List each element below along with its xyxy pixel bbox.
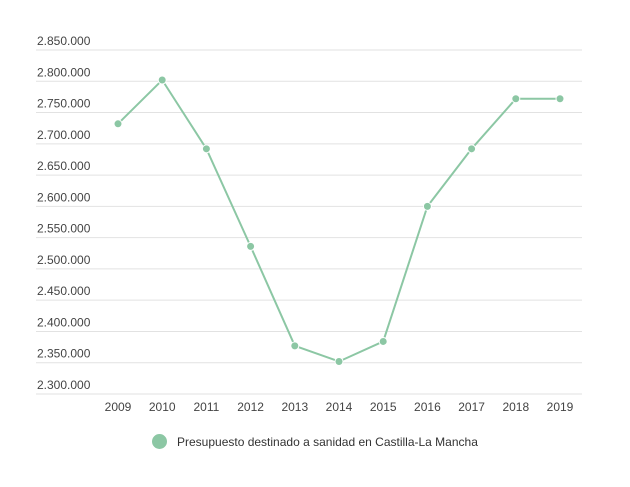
data-point — [246, 241, 256, 251]
x-tick-label: 2011 — [193, 400, 219, 414]
x-tick-label: 2009 — [105, 400, 132, 414]
y-tick-label: 2.500.000 — [37, 253, 91, 267]
x-tick-label: 2016 — [414, 400, 441, 414]
x-tick-label: 2019 — [547, 400, 574, 414]
y-tick-label: 2.700.000 — [37, 128, 91, 142]
data-point — [511, 94, 521, 104]
y-tick-label: 2.400.000 — [37, 315, 91, 329]
data-point — [290, 341, 300, 351]
legend: Presupuesto destinado a sanidad en Casti… — [152, 434, 478, 449]
data-point — [334, 356, 344, 366]
x-tick-label: 2010 — [149, 400, 176, 414]
y-tick-label: 2.600.000 — [37, 190, 91, 204]
data-point — [378, 336, 388, 346]
data-point — [422, 201, 432, 211]
data-point — [201, 144, 211, 154]
y-tick-label: 2.750.000 — [37, 97, 91, 111]
x-tick-label: 2013 — [281, 400, 308, 414]
data-point — [467, 144, 477, 154]
x-tick-label: 2017 — [458, 400, 485, 414]
data-point — [555, 94, 565, 104]
legend-marker-icon — [152, 434, 167, 449]
data-point — [157, 75, 167, 85]
y-tick-label: 2.550.000 — [37, 222, 91, 236]
y-tick-label: 2.350.000 — [37, 347, 91, 361]
x-tick-label: 2012 — [237, 400, 264, 414]
y-tick-label: 2.800.000 — [37, 65, 91, 79]
data-point — [113, 119, 123, 129]
y-tick-label: 2.650.000 — [37, 159, 91, 173]
x-tick-label: 2018 — [502, 400, 529, 414]
series-line — [117, 78, 560, 363]
legend-label: Presupuesto destinado a sanidad en Casti… — [177, 434, 478, 449]
x-tick-label: 2015 — [370, 400, 397, 414]
x-tick-label: 2014 — [326, 400, 353, 414]
y-tick-label: 2.300.000 — [37, 378, 91, 392]
y-tick-label: 2.450.000 — [37, 284, 91, 298]
y-tick-label: 2.850.000 — [37, 34, 91, 48]
